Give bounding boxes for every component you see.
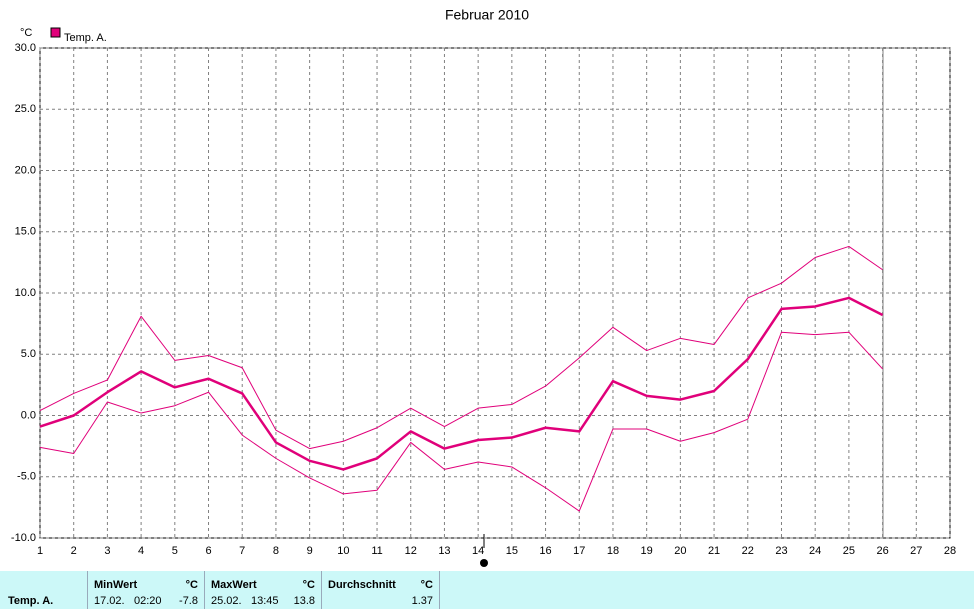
y-tick-label: 15.0 <box>15 226 36 238</box>
min-header: MinWert <box>94 579 138 591</box>
cursor-handle[interactable] <box>480 559 488 567</box>
min-date: 17.02. <box>94 595 125 607</box>
series-line <box>39 331 883 512</box>
avg-value: 1.37 <box>411 595 433 607</box>
x-tick-label: 20 <box>674 545 686 557</box>
x-tick-label: 1 <box>37 545 43 557</box>
x-tick-label: 24 <box>809 545 821 557</box>
max-date: 25.02. <box>211 595 242 607</box>
x-tick-label: 13 <box>438 545 450 557</box>
x-tick-label: 26 <box>876 545 888 557</box>
max-value: 13.8 <box>293 595 315 607</box>
chart: Februar 2010 °C -10.0 -5.0 0.0 5.0 10.0 15.0 2… <box>11 7 956 567</box>
y-tick-label: 30.0 <box>15 42 36 54</box>
x-tick-label: 9 <box>307 545 313 557</box>
avg-header: Durchschnitt <box>328 579 396 591</box>
x-tick-label: 4 <box>138 545 144 557</box>
y-tick-label: 10.0 <box>15 287 36 299</box>
x-tick-label: 12 <box>405 545 417 557</box>
legend-label: Temp. A. <box>64 32 107 44</box>
stats-panel: Temp. A. MinWert °C 17.02. 02:20 -7.8 Ma… <box>0 571 974 609</box>
x-tick-label: 15 <box>506 545 518 557</box>
avg-unit: °C <box>420 579 433 591</box>
y-unit: °C <box>20 27 32 39</box>
x-tick-label: 22 <box>742 545 754 557</box>
y-tick-label: 20.0 <box>15 164 36 176</box>
min-unit: °C <box>185 579 198 591</box>
x-tick-label: 8 <box>273 545 279 557</box>
x-tick-label: 19 <box>641 545 653 557</box>
x-tick-label: 28 <box>944 545 956 557</box>
x-tick-label: 3 <box>104 545 110 557</box>
x-tick-label: 10 <box>337 545 349 557</box>
x-tick-label: 21 <box>708 545 720 557</box>
x-tick-label: 7 <box>239 545 245 557</box>
chart-title: Februar 2010 <box>445 7 529 23</box>
row-label: Temp. A. <box>8 595 54 607</box>
x-tick-label: 6 <box>205 545 211 557</box>
series-line <box>39 245 883 450</box>
x-tick-label: 14 <box>472 545 484 557</box>
x-tick-label: 18 <box>607 545 619 557</box>
max-header: MaxWert <box>211 579 257 591</box>
max-time: 13:45 <box>251 595 279 607</box>
max-unit: °C <box>302 579 315 591</box>
y-tick-label: -5.0 <box>17 471 36 483</box>
x-tick-label: 2 <box>71 545 77 557</box>
y-tick-label: -10.0 <box>11 532 36 544</box>
x-tick-label: 23 <box>775 545 787 557</box>
y-tick-label: 0.0 <box>21 409 36 421</box>
legend-swatch <box>50 27 61 38</box>
x-tick-label: 16 <box>539 545 551 557</box>
x-tick-label: 17 <box>573 545 585 557</box>
min-time: 02:20 <box>134 595 162 607</box>
x-tick-label: 25 <box>843 545 855 557</box>
x-tick-label: 11 <box>371 545 382 557</box>
series-line <box>39 296 884 471</box>
min-value: -7.8 <box>179 595 198 607</box>
y-tick-label: 25.0 <box>15 103 36 115</box>
x-tick-label: 5 <box>172 545 178 557</box>
x-tick-label: 27 <box>910 545 922 557</box>
y-tick-label: 5.0 <box>21 348 36 360</box>
